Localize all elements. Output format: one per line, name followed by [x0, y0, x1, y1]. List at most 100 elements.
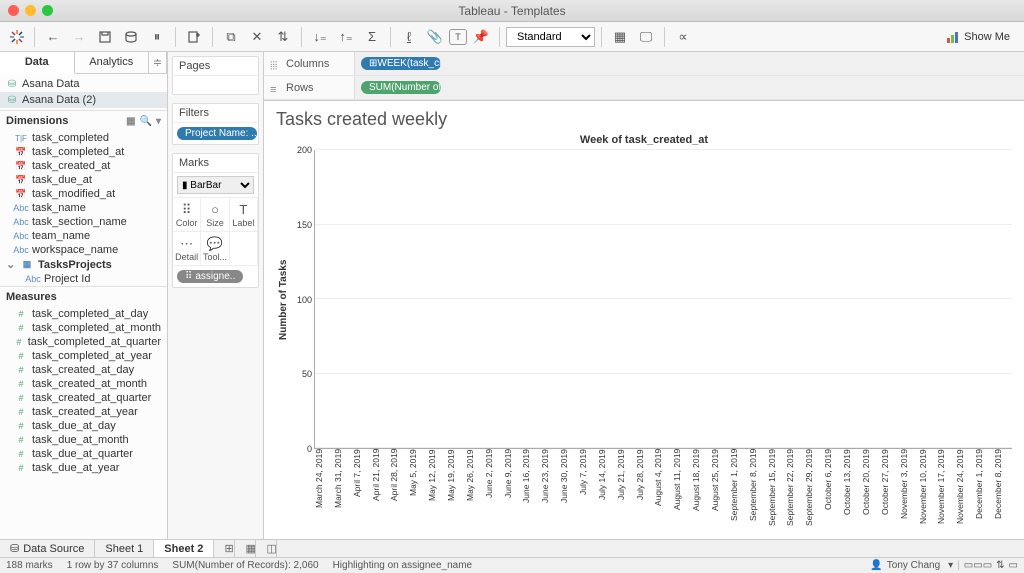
pin-button[interactable]: 📌: [469, 26, 493, 48]
view-icon[interactable]: ▦: [126, 116, 135, 127]
dimension-field[interactable]: AbcProject Id: [0, 272, 167, 286]
sort-view-icon[interactable]: ⇅: [996, 560, 1004, 571]
tableau-logo-icon[interactable]: [6, 26, 28, 48]
clear-button[interactable]: ✕: [245, 26, 269, 48]
x-tick: December 1, 2019: [974, 449, 993, 535]
share-button[interactable]: ∝: [671, 26, 695, 48]
sort-desc-button[interactable]: ↑₌: [334, 26, 358, 48]
worksheet-title[interactable]: Tasks created weekly: [276, 109, 1012, 130]
sort-asc-button[interactable]: ↓₌: [308, 26, 332, 48]
dimension-field[interactable]: Abctask_section_name: [0, 215, 167, 229]
y-tick: 50: [302, 369, 312, 379]
x-tick: June 30, 2019: [559, 449, 578, 535]
data-source-item[interactable]: ⛁Asana Data (2): [0, 92, 167, 108]
presentation-button[interactable]: 🖵: [634, 26, 658, 48]
data-source-icon: ⛁: [6, 94, 18, 106]
dimension-field[interactable]: Abcteam_name: [0, 229, 167, 243]
x-tick: May 26, 2019: [465, 449, 484, 535]
dimension-field[interactable]: T|Ftask_completed: [0, 131, 167, 145]
dimension-field[interactable]: Abcworkspace_name: [0, 243, 167, 257]
x-tick: October 13, 2019: [842, 449, 861, 535]
duplicate-button[interactable]: ⧉: [219, 26, 243, 48]
menu-icon[interactable]: ▾: [156, 116, 161, 127]
show-tabs-icon[interactable]: ▭: [1009, 560, 1018, 571]
filters-label: Filters: [173, 104, 258, 123]
filmstrip-icon[interactable]: ▭▭▭: [964, 560, 992, 571]
worksheet-area: ⦙⦙⦙Columns ⊞ WEEK(task_create.. ≡Rows SU…: [264, 52, 1024, 539]
swap-button[interactable]: ⇅: [271, 26, 295, 48]
new-dashboard-button[interactable]: ▦: [235, 540, 256, 557]
data-tab[interactable]: Data: [0, 52, 75, 74]
dimension-field[interactable]: 📅task_completed_at: [0, 145, 167, 159]
search-icon[interactable]: 🔍: [140, 116, 152, 127]
mark-size-button[interactable]: ○Size: [201, 198, 229, 232]
data-source-tab[interactable]: ⛁Data Source: [0, 540, 95, 557]
measure-field[interactable]: #task_completed_at_day: [0, 307, 167, 321]
labels-button[interactable]: T: [449, 29, 467, 45]
measure-field[interactable]: #task_completed_at_year: [0, 349, 167, 363]
user-icon: 👤: [870, 560, 882, 571]
columns-pill[interactable]: ⊞ WEEK(task_create..: [361, 57, 441, 70]
x-tick: September 1, 2019: [729, 449, 748, 535]
new-sheet-button[interactable]: ⊞: [214, 540, 235, 557]
rows-pill[interactable]: SUM(Number of Reco..: [361, 81, 441, 94]
color-pill[interactable]: ⠿assigne..: [177, 270, 243, 283]
mark-tool..-button[interactable]: 💬Tool...: [201, 232, 229, 266]
measure-field[interactable]: #task_due_at_month: [0, 433, 167, 447]
dashboard-button[interactable]: ▦: [608, 26, 632, 48]
back-button[interactable]: ←: [41, 26, 65, 48]
x-tick: August 4, 2019: [653, 449, 672, 535]
chart[interactable]: Number of Tasks 050100150200: [276, 150, 1012, 449]
new-data-source-button[interactable]: [119, 26, 143, 48]
dimension-field[interactable]: 📅task_created_at: [0, 159, 167, 173]
measure-field[interactable]: #task_due_at_day: [0, 419, 167, 433]
fit-mode-select[interactable]: Standard: [506, 27, 595, 47]
x-tick: April 28, 2019: [389, 449, 408, 535]
columns-shelf[interactable]: ⦙⦙⦙Columns ⊞ WEEK(task_create..: [264, 52, 1024, 76]
measure-field[interactable]: #task_due_at_quarter: [0, 447, 167, 461]
filter-pill[interactable]: Project Name: ...: [177, 127, 257, 140]
show-me-icon: [946, 30, 960, 44]
x-tick: July 28, 2019: [635, 449, 654, 535]
measure-field[interactable]: #task_created_at_day: [0, 363, 167, 377]
data-source-item[interactable]: ⛁Asana Data: [0, 76, 167, 92]
x-tick: July 14, 2019: [597, 449, 616, 535]
measure-field[interactable]: #task_created_at_year: [0, 405, 167, 419]
x-tick: September 15, 2019: [767, 449, 786, 535]
measure-field[interactable]: #task_created_at_month: [0, 377, 167, 391]
y-tick: 0: [307, 444, 312, 454]
forward-button[interactable]: →: [67, 26, 91, 48]
dimension-field[interactable]: Abctask_name: [0, 201, 167, 215]
mark-detail-button[interactable]: ⋯Detail: [173, 232, 201, 266]
show-me-button[interactable]: Show Me: [938, 28, 1018, 46]
measure-field[interactable]: #task_completed_at_quarter: [0, 335, 167, 349]
analytics-tab[interactable]: Analytics: [75, 52, 150, 73]
new-worksheet-button[interactable]: [182, 26, 206, 48]
data-pane-menu[interactable]: ≑: [149, 52, 167, 73]
x-tick: May 19, 2019: [446, 449, 465, 535]
dimension-field[interactable]: 📅task_modified_at: [0, 187, 167, 201]
group-button[interactable]: 📎: [423, 26, 447, 48]
dimension-field[interactable]: 📅task_due_at: [0, 173, 167, 187]
sheet-tab[interactable]: Sheet 1: [95, 540, 154, 557]
marks-type-select[interactable]: ▮ BarBar: [177, 176, 254, 194]
mark-color-button[interactable]: ⠿Color: [173, 198, 201, 232]
sheet-tabs: ⛁Data Source Sheet 1Sheet 2 ⊞ ▦ ◫: [0, 539, 1024, 557]
chart-subtitle: Week of task_created_at: [276, 134, 1012, 146]
highlight-button[interactable]: ℓ: [397, 26, 421, 48]
measure-field[interactable]: #task_completed_at_month: [0, 321, 167, 335]
x-tick: December 8, 2019: [993, 449, 1012, 535]
mark-label-button[interactable]: TLabel: [230, 198, 258, 232]
x-tick: August 18, 2019: [691, 449, 710, 535]
totals-button[interactable]: Σ: [360, 26, 384, 48]
new-story-button[interactable]: ◫: [256, 540, 277, 557]
sheet-tab[interactable]: Sheet 2: [154, 540, 214, 557]
x-tick: September 8, 2019: [748, 449, 767, 535]
pause-updates-button[interactable]: ⏸: [145, 26, 169, 48]
measure-field[interactable]: #task_due_at_year: [0, 461, 167, 475]
save-button[interactable]: [93, 26, 117, 48]
field-group[interactable]: ⌄▦TasksProjects: [0, 257, 167, 272]
status-user[interactable]: Tony Chang: [887, 560, 940, 571]
rows-shelf[interactable]: ≡Rows SUM(Number of Reco..: [264, 76, 1024, 100]
measure-field[interactable]: #task_created_at_quarter: [0, 391, 167, 405]
